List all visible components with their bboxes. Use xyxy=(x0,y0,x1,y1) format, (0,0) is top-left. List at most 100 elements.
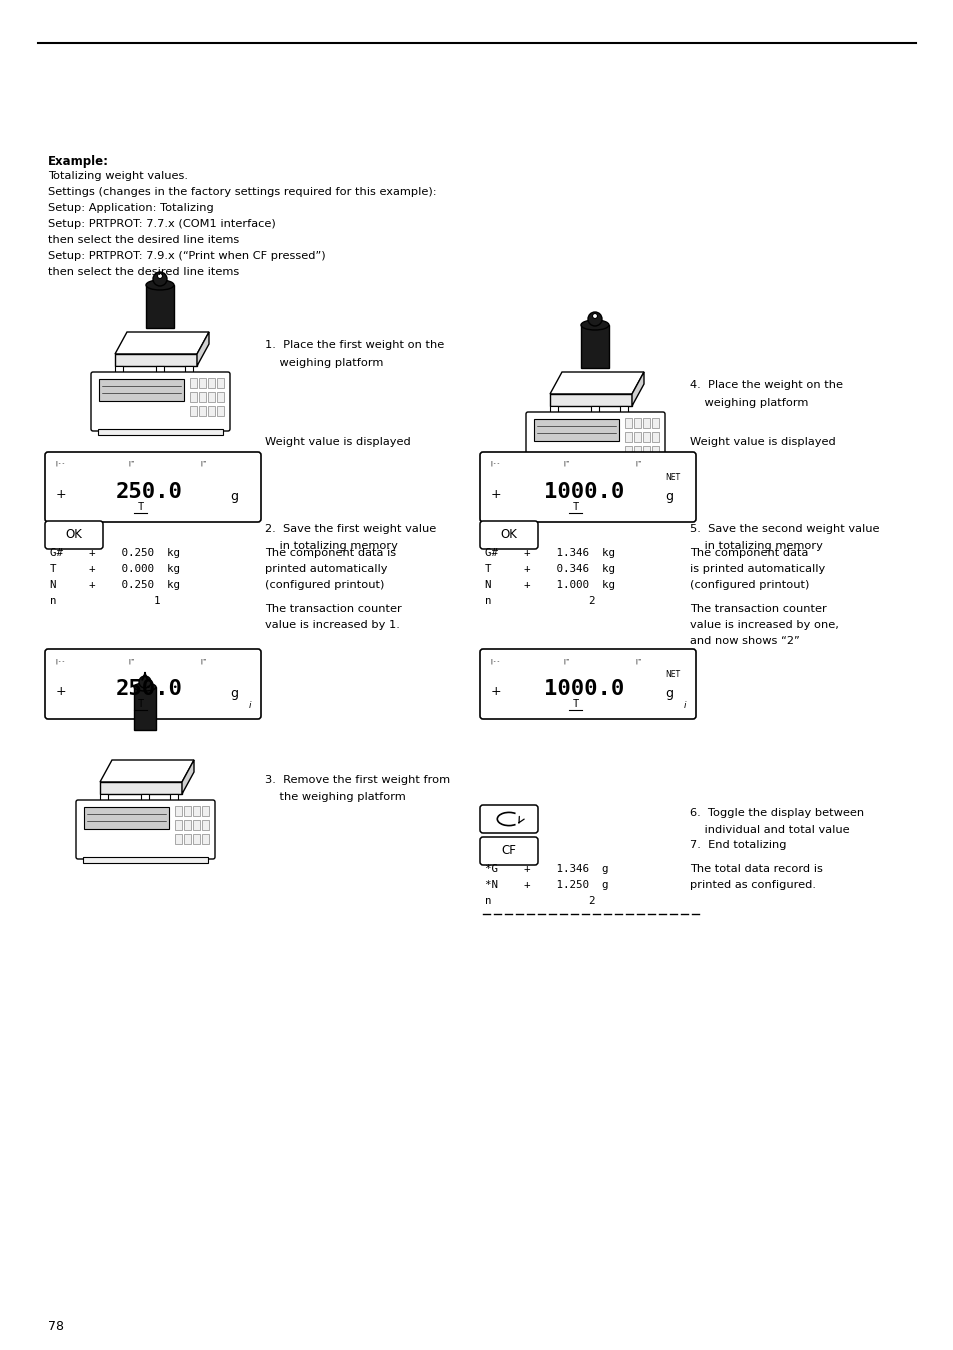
Text: *N    +    1.250  g: *N + 1.250 g xyxy=(484,880,608,890)
Bar xyxy=(216,392,224,402)
Text: Totalizing weight values.: Totalizing weight values. xyxy=(48,171,188,181)
FancyBboxPatch shape xyxy=(479,452,696,522)
Circle shape xyxy=(592,313,597,319)
Bar xyxy=(141,794,149,802)
Text: g: g xyxy=(665,687,673,701)
Bar xyxy=(208,392,214,402)
Text: T     +    0.346  kg: T + 0.346 kg xyxy=(484,564,615,574)
Bar xyxy=(174,806,182,815)
Text: Weight value is displayed: Weight value is displayed xyxy=(689,437,835,447)
Bar xyxy=(133,687,156,730)
Polygon shape xyxy=(196,332,209,366)
Text: |": |" xyxy=(199,460,207,467)
Text: T: T xyxy=(137,502,143,512)
Text: OK: OK xyxy=(66,528,82,541)
Text: in totalizing memory: in totalizing memory xyxy=(689,541,822,551)
FancyBboxPatch shape xyxy=(479,649,696,720)
Bar xyxy=(642,432,649,441)
Bar xyxy=(202,834,209,844)
Text: T: T xyxy=(137,699,143,709)
Bar xyxy=(624,446,631,456)
Text: Setup: Application: Totalizing: Setup: Application: Totalizing xyxy=(48,202,213,213)
Bar xyxy=(146,285,173,328)
Text: 1000.0: 1000.0 xyxy=(543,679,623,699)
Text: +: + xyxy=(56,489,67,501)
Text: n               1: n 1 xyxy=(50,595,160,606)
FancyBboxPatch shape xyxy=(479,837,537,865)
Text: value is increased by one,: value is increased by one, xyxy=(689,620,838,630)
FancyBboxPatch shape xyxy=(45,649,261,720)
Bar xyxy=(190,406,196,416)
Bar xyxy=(190,392,196,402)
Text: 3.  Remove the first weight from: 3. Remove the first weight from xyxy=(265,775,450,784)
Text: then select the desired line items: then select the desired line items xyxy=(48,235,239,244)
Bar xyxy=(190,378,196,387)
Text: g: g xyxy=(231,687,238,701)
Polygon shape xyxy=(550,373,643,394)
Bar xyxy=(619,406,627,414)
Bar xyxy=(100,794,108,802)
Text: Setup: PRTPROT: 7.7.x (COM1 interface): Setup: PRTPROT: 7.7.x (COM1 interface) xyxy=(48,219,275,230)
Ellipse shape xyxy=(146,279,173,290)
Text: The component data is: The component data is xyxy=(265,548,395,558)
Bar xyxy=(193,806,200,815)
Circle shape xyxy=(152,271,167,286)
Bar xyxy=(208,406,214,416)
Bar xyxy=(98,429,223,435)
Polygon shape xyxy=(550,394,631,406)
Polygon shape xyxy=(182,760,193,794)
FancyBboxPatch shape xyxy=(525,412,664,471)
Text: N     +    1.000  kg: N + 1.000 kg xyxy=(484,580,615,590)
FancyBboxPatch shape xyxy=(479,521,537,549)
Bar xyxy=(83,857,208,863)
Text: NET: NET xyxy=(665,472,680,482)
Text: and now shows “2”: and now shows “2” xyxy=(689,636,799,647)
Bar xyxy=(184,819,191,830)
Text: (configured printout): (configured printout) xyxy=(689,580,808,590)
Text: 2.  Save the first weight value: 2. Save the first weight value xyxy=(265,524,436,535)
Bar xyxy=(170,794,178,802)
Text: 78: 78 xyxy=(48,1320,64,1332)
Text: 1.  Place the first weight on the: 1. Place the first weight on the xyxy=(265,340,444,350)
Text: |": |" xyxy=(634,460,641,467)
Text: individual and total value: individual and total value xyxy=(689,825,849,836)
Text: The total data record is: The total data record is xyxy=(689,864,822,873)
Polygon shape xyxy=(100,782,182,794)
Bar xyxy=(174,834,182,844)
Text: |": |" xyxy=(562,460,570,467)
Bar xyxy=(199,406,206,416)
Text: +: + xyxy=(56,686,67,698)
Text: then select the desired line items: then select the desired line items xyxy=(48,267,239,277)
Text: T: T xyxy=(572,502,578,512)
Circle shape xyxy=(157,274,162,278)
Text: Settings (changes in the factory settings required for this example):: Settings (changes in the factory setting… xyxy=(48,188,436,197)
Bar xyxy=(624,432,631,441)
FancyBboxPatch shape xyxy=(45,521,103,549)
Text: 5.  Save the second weight value: 5. Save the second weight value xyxy=(689,524,879,535)
Bar xyxy=(174,819,182,830)
Polygon shape xyxy=(115,354,196,366)
Bar xyxy=(156,366,164,374)
Text: value is increased by 1.: value is increased by 1. xyxy=(265,620,399,630)
Text: CF: CF xyxy=(501,845,516,857)
Text: printed automatically: printed automatically xyxy=(265,564,387,574)
Text: printed as configured.: printed as configured. xyxy=(689,880,815,890)
Bar xyxy=(550,406,558,414)
Ellipse shape xyxy=(133,683,156,691)
Text: |--: |-- xyxy=(54,460,65,467)
Text: +: + xyxy=(491,686,501,698)
Bar xyxy=(533,468,658,475)
Polygon shape xyxy=(100,760,193,782)
FancyBboxPatch shape xyxy=(45,452,261,522)
Text: The transaction counter: The transaction counter xyxy=(689,603,826,614)
Bar xyxy=(193,819,200,830)
Bar xyxy=(202,806,209,815)
Text: |": |" xyxy=(128,657,135,663)
Bar xyxy=(84,807,169,829)
Text: Weight value is displayed: Weight value is displayed xyxy=(265,437,411,447)
Bar xyxy=(185,366,193,374)
Bar xyxy=(651,432,659,441)
Bar xyxy=(184,834,191,844)
Text: 7.  End totalizing: 7. End totalizing xyxy=(689,840,785,850)
Bar xyxy=(642,418,649,428)
